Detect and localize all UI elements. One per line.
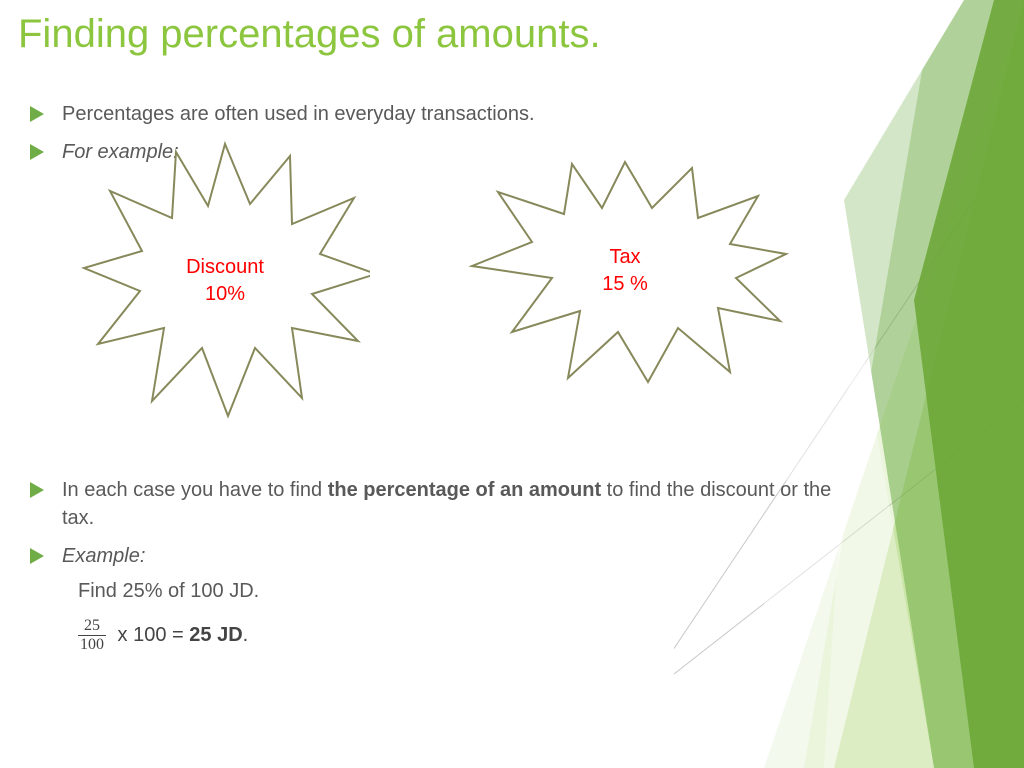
bullet-1-text: Percentages are often used in everyday t… (62, 100, 535, 128)
bullet-arrow-icon (30, 106, 44, 122)
fraction-num: 25 (78, 617, 106, 636)
tax-line1: Tax (609, 246, 640, 268)
eq-mid: x 100 = (112, 624, 189, 646)
example-find-line: Find 25% of 100 JD. (78, 580, 844, 603)
fraction-den: 100 (78, 636, 106, 654)
example-block: Find 25% of 100 JD. 25 100 x 100 = 25 JD… (78, 580, 844, 654)
content-area: Percentages are often used in everyday t… (30, 100, 844, 668)
eq-result: 25 JD (189, 624, 242, 646)
eq-end: . (243, 624, 249, 646)
bullet-3-text: In each case you have to find the percen… (62, 476, 844, 532)
example-equation: 25 100 x 100 = 25 JD. (78, 617, 844, 654)
bullet-4: Example: (30, 542, 844, 570)
starburst-tax-label: Tax 15 % (602, 244, 648, 298)
bullet-arrow-icon (30, 482, 44, 498)
bullet-arrow-icon (30, 548, 44, 564)
discount-line2: 10% (205, 283, 245, 305)
bullet-arrow-icon (30, 144, 44, 160)
starburst-tax: Tax 15 % (460, 156, 790, 386)
slide-title: Finding percentages of amounts. (18, 12, 601, 57)
starburst-discount-label: Discount 10% (186, 254, 264, 308)
b3-bold: the percentage of an amount (328, 479, 601, 501)
bullet-4-text: Example: (62, 542, 145, 570)
bullet-3: In each case you have to find the percen… (30, 476, 844, 532)
starburst-discount: Discount 10% (80, 136, 370, 426)
starbursts-row: Discount 10% Tax 15 % (60, 176, 844, 456)
bullet-1: Percentages are often used in everyday t… (30, 100, 844, 128)
slide: Finding percentages of amounts. Percenta… (0, 0, 1024, 768)
b3-pre: In each case you have to find (62, 479, 328, 501)
fraction: 25 100 (78, 617, 106, 654)
tax-line2: 15 % (602, 273, 648, 295)
discount-line1: Discount (186, 256, 264, 278)
